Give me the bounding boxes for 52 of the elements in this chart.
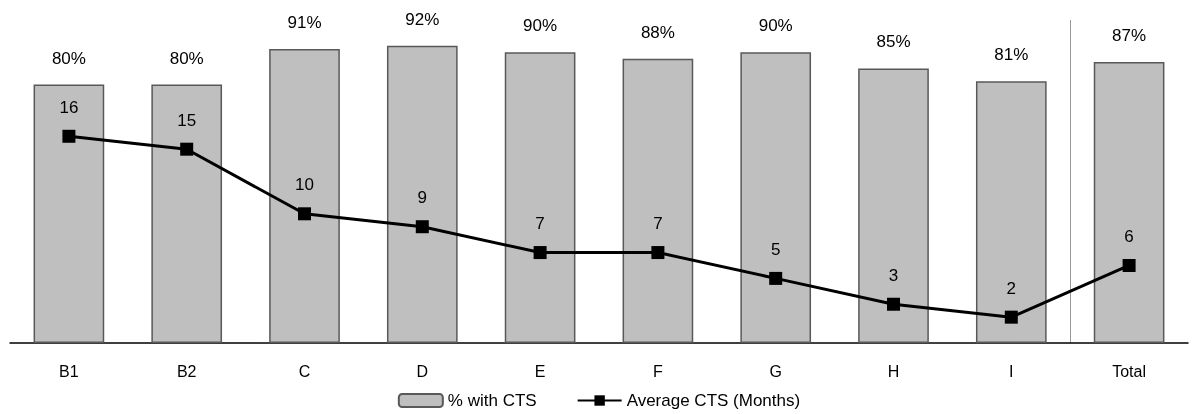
data-label: 92% — [405, 9, 440, 29]
point — [62, 129, 76, 143]
data-label: 88% — [640, 22, 675, 42]
data-label: 80% — [169, 48, 204, 68]
x-tick-label: H — [887, 362, 900, 380]
x-tick-label: D — [416, 362, 429, 380]
bar — [740, 52, 812, 343]
point — [533, 246, 547, 260]
data-label: 3 — [888, 265, 899, 285]
data-label: 91% — [287, 13, 322, 33]
x-tick-label: B1 — [59, 362, 79, 380]
bar — [504, 52, 576, 343]
x-tick-label: Total — [1112, 362, 1146, 380]
data-label: 80% — [51, 48, 86, 68]
data-label: 9 — [417, 188, 428, 208]
x-tick-label: E — [534, 362, 546, 380]
bar — [622, 58, 694, 343]
point — [180, 142, 194, 156]
point — [298, 207, 311, 221]
bar — [269, 49, 340, 343]
point — [1122, 258, 1136, 272]
point — [769, 271, 783, 285]
data-label: 2 — [1006, 278, 1017, 298]
point — [887, 297, 900, 311]
data-label: 10 — [295, 175, 314, 195]
x-tick-label: C — [298, 362, 311, 380]
data-label: 7 — [535, 214, 545, 234]
bar — [1093, 61, 1165, 343]
bar — [858, 68, 929, 343]
point — [1004, 310, 1018, 324]
bar — [33, 84, 105, 343]
data-label: 16 — [59, 97, 79, 117]
data-label: 90% — [523, 16, 558, 36]
point — [651, 246, 665, 260]
data-label: 85% — [876, 32, 911, 52]
x-tick-label: B2 — [176, 362, 197, 380]
data-label: 7 — [653, 214, 663, 234]
bar — [151, 84, 223, 343]
data-label: 81% — [994, 45, 1029, 65]
data-label: 5 — [770, 239, 781, 259]
bar — [386, 45, 458, 343]
bar — [975, 81, 1047, 343]
data-label: 87% — [1112, 25, 1147, 45]
x-tick-label: F — [653, 362, 664, 380]
data-label: 15 — [177, 110, 197, 130]
data-label: 90% — [758, 16, 793, 36]
x-tick-label: I — [1009, 362, 1014, 380]
legend-label: Average CTS (Months) — [626, 391, 801, 410]
legend-label: % with CTS — [447, 391, 537, 410]
x-tick-label: G — [769, 362, 782, 380]
data-label: 6 — [1124, 226, 1134, 246]
point — [415, 220, 429, 234]
